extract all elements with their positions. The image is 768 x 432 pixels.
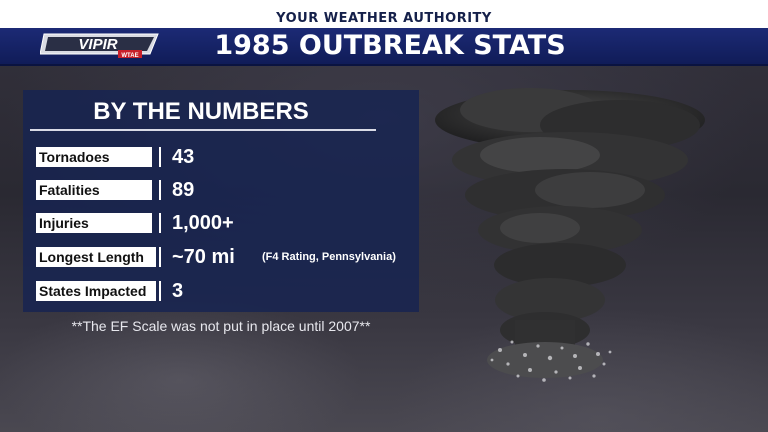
stat-label: Tornadoes: [36, 147, 152, 167]
stat-label: States Impacted: [36, 281, 156, 301]
stat-value: 89: [172, 179, 195, 201]
logo-text: VIPIR: [78, 36, 117, 53]
stat-value: 3: [172, 280, 184, 302]
stat-divider: [159, 247, 161, 267]
authority-tagline: YOUR WEATHER AUTHORITY: [276, 11, 492, 26]
stat-label: Injuries: [36, 213, 152, 233]
stat-divider: [159, 147, 161, 167]
stat-divider: [159, 213, 161, 233]
vipir-logo: VIPIR WTAE: [40, 33, 159, 59]
top-strip: [0, 0, 768, 28]
stat-note: (F4 Rating, Pennsylvania): [262, 251, 396, 263]
stat-value: 1,000+: [172, 212, 234, 234]
stat-divider: [159, 180, 161, 200]
stat-label: Fatalities: [36, 180, 152, 200]
page-title: 1985 OUTBREAK STATS: [214, 30, 566, 61]
stats-panel: [23, 90, 419, 312]
stat-value: ~70 mi: [172, 246, 235, 268]
footnote: **The EF Scale was not put in place unti…: [71, 318, 371, 334]
stat-divider: [159, 281, 161, 301]
logo-badge: WTAE: [121, 53, 138, 59]
stat-value: 43: [172, 146, 195, 168]
tornado-icon: [435, 88, 705, 382]
panel-divider: [30, 129, 376, 131]
stat-label: Longest Length: [36, 247, 156, 267]
panel-title: BY THE NUMBERS: [93, 98, 309, 125]
